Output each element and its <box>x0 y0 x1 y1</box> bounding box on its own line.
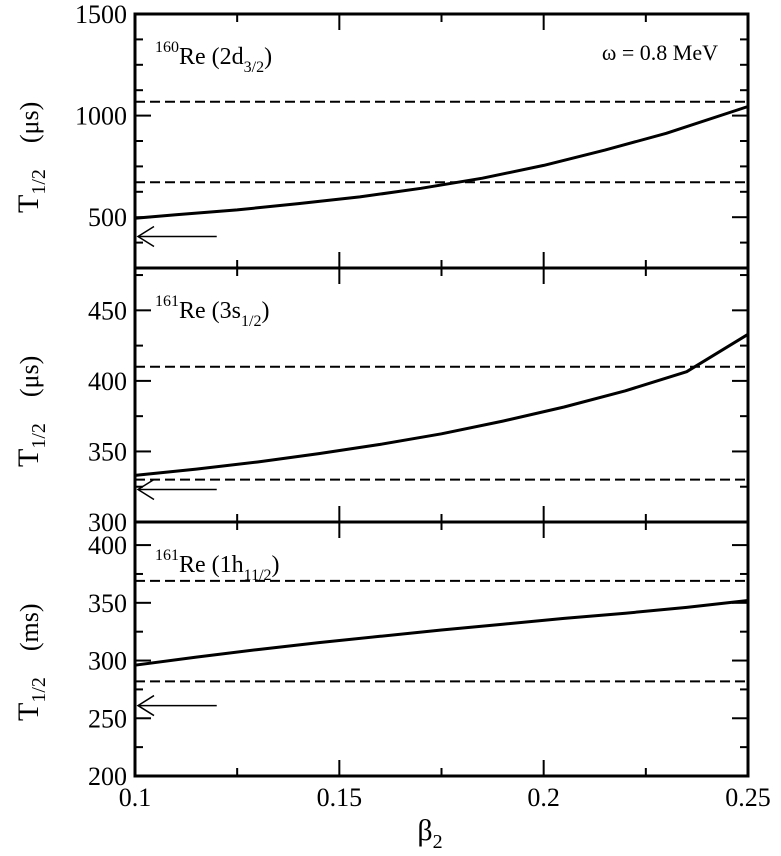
state-annotation: 160Re (2d3/2) <box>155 39 272 76</box>
x-tick-label: 0.15 <box>317 783 363 812</box>
y-tick-label: 400 <box>88 531 127 560</box>
arrow-head <box>136 694 155 717</box>
y-tick-label: 350 <box>88 589 127 618</box>
half-life-curve <box>134 105 749 220</box>
y-tick-label: 450 <box>88 296 127 325</box>
panel-middle: 300 350 400 450 161Re (3s1/2) T1/2 (μs) <box>12 266 750 537</box>
y-axis-label: T1/2 (μs) <box>12 356 50 467</box>
y-tick-label: 250 <box>88 704 127 733</box>
state-annotation: 161Re (1h11/2) <box>155 547 280 584</box>
y-tick-label: 400 <box>88 367 127 396</box>
y-tick-label: 300 <box>88 647 127 676</box>
y-axis-label: T1/2 (ms) <box>12 603 50 721</box>
panel-top: 500 1000 1500 160Re (2d3/2) ω = 0.8 MeV T1/2 … <box>12 0 750 270</box>
y-tick-label: 500 <box>88 203 127 232</box>
y-axis-label: T1/2 (μs) <box>12 102 50 213</box>
x-tick-label: 0.1 <box>119 783 152 812</box>
arrow-head <box>136 478 155 501</box>
y-tick-label: 300 <box>88 508 127 537</box>
omega-label: ω = 0.8 MeV <box>602 40 718 65</box>
y-tick-label: 350 <box>88 437 127 466</box>
y-tick-label: 1500 <box>75 0 127 29</box>
x-tick-label: 0.2 <box>527 783 560 812</box>
half-life-curve <box>134 599 749 667</box>
panel-bottom: 200 250 300 350 400 161Re (1h11/2) T1/2 (ms) 0.… <box>12 520 771 853</box>
state-annotation: 161Re (3s1/2) <box>155 293 269 330</box>
y-tick-label: 1000 <box>75 102 127 131</box>
half-life-curve <box>134 333 749 477</box>
x-tick-label: 0.25 <box>725 783 771 812</box>
arrow-head <box>136 225 155 248</box>
x-axis-label: β2 <box>417 814 442 853</box>
y-tick-label: 200 <box>88 762 127 791</box>
